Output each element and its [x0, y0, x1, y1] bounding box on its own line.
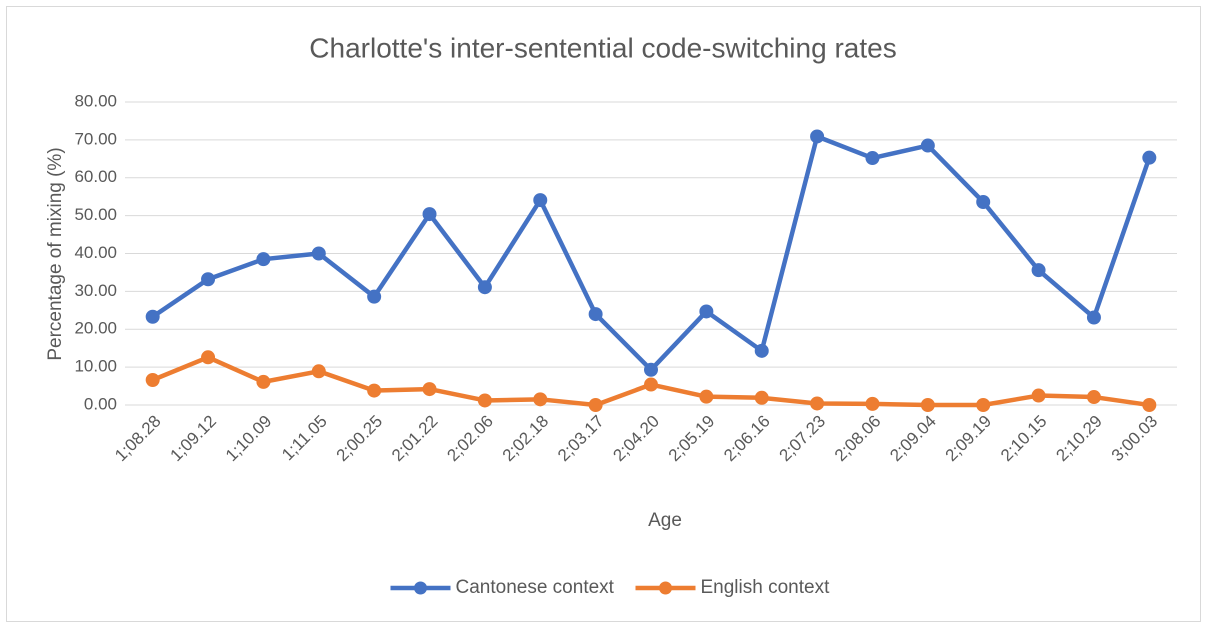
chart-title: Charlotte's inter-sentential code-switch… — [309, 32, 896, 63]
data-point — [644, 377, 658, 392]
data-point — [1086, 310, 1101, 325]
data-point — [754, 390, 769, 405]
data-point — [367, 383, 382, 398]
data-point — [976, 398, 991, 412]
data-point — [588, 398, 603, 412]
chart-border — [6, 6, 1201, 622]
data-point — [533, 392, 548, 407]
data-point — [1142, 398, 1157, 412]
data-point — [422, 207, 437, 222]
data-point — [1031, 388, 1046, 403]
data-point — [477, 393, 492, 408]
data-point — [422, 382, 437, 397]
data-point — [145, 309, 160, 324]
data-point — [477, 280, 492, 295]
y-axis-title: Percentage of mixing (%) — [45, 147, 66, 360]
data-point — [810, 129, 825, 144]
legend-marker — [659, 581, 672, 595]
data-point — [1142, 150, 1157, 165]
y-tick-label: 80.00 — [74, 91, 117, 110]
data-point — [865, 396, 880, 411]
data-point — [976, 194, 991, 209]
y-tick-label: 0.00 — [84, 394, 117, 413]
data-point — [699, 304, 714, 319]
y-tick-label: 70.00 — [74, 129, 117, 148]
y-tick-label: 40.00 — [74, 243, 117, 262]
data-point — [311, 246, 326, 261]
legend-label: English context — [701, 577, 831, 598]
data-point — [201, 272, 216, 287]
data-point — [256, 374, 271, 389]
data-point — [1086, 390, 1101, 405]
data-point — [533, 193, 548, 208]
data-point — [256, 252, 271, 267]
data-point — [865, 151, 880, 166]
data-point — [754, 343, 769, 358]
data-point — [810, 396, 825, 411]
y-tick-label: 10.00 — [74, 357, 117, 376]
y-tick-label: 60.00 — [74, 167, 117, 186]
data-point — [311, 364, 326, 379]
data-point — [145, 373, 160, 388]
x-axis-title: Age — [648, 510, 682, 531]
data-point — [699, 389, 714, 404]
data-point — [1031, 263, 1046, 278]
data-point — [920, 138, 935, 153]
y-tick-label: 50.00 — [74, 205, 117, 224]
y-tick-label: 20.00 — [74, 319, 117, 338]
legend-marker — [414, 581, 427, 595]
data-point — [367, 289, 382, 304]
legend-label: Cantonese context — [456, 577, 615, 598]
data-point — [588, 307, 603, 322]
data-point — [920, 398, 935, 412]
data-point — [644, 362, 658, 377]
data-point — [201, 350, 216, 365]
y-tick-label: 30.00 — [74, 281, 117, 300]
